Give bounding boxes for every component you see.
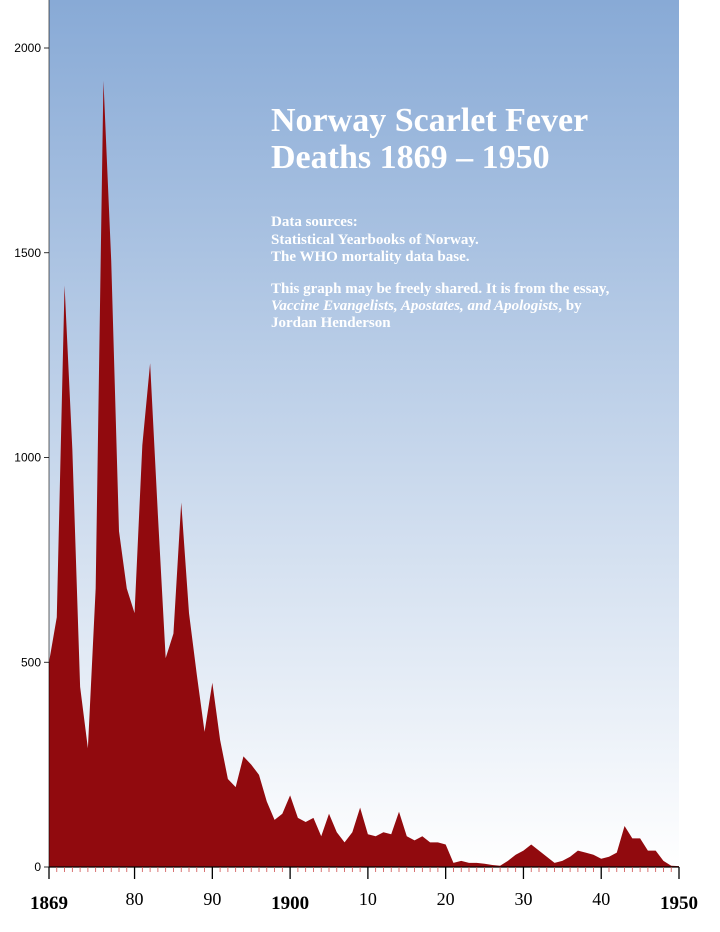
y-tick-label: 1500: [14, 246, 41, 260]
x-tick-label: 40: [592, 889, 610, 909]
y-tick-label: 2000: [14, 41, 41, 55]
x-tick-label: 1900: [271, 893, 309, 914]
x-tick-label: 80: [126, 889, 144, 909]
chart-title-line-2: Deaths 1869 – 1950: [271, 139, 550, 176]
share-line-2: Vaccine Evangelists, Apostates, and Apol…: [271, 298, 582, 314]
x-tick-label: 10: [359, 889, 377, 909]
y-tick-label: 500: [21, 655, 41, 669]
x-tick-label: 90: [203, 889, 221, 909]
chart-title-line-1: Norway Scarlet Fever: [271, 102, 588, 139]
share-line-3: Jordan Henderson: [271, 315, 391, 331]
share-line-2-rest: , by: [558, 298, 582, 314]
source-2: The WHO mortality data base.: [271, 249, 470, 265]
y-tick-label: 1000: [14, 451, 41, 465]
source-1: Statistical Yearbooks of Norway.: [271, 232, 479, 248]
x-tick-label: 1869: [30, 893, 68, 914]
source-notes: Data sources: Statistical Yearbooks of N…: [271, 214, 610, 331]
sources-heading: Data sources:: [271, 214, 358, 230]
x-tick-label: 1950: [660, 893, 698, 914]
x-tick-label: 30: [514, 889, 532, 909]
y-tick-label: 0: [34, 860, 41, 874]
share-line-1: This graph may be freely shared. It is f…: [271, 281, 610, 297]
chart-title: Norway Scarlet Fever Deaths 1869 – 1950: [271, 102, 588, 176]
essay-title: Vaccine Evangelists, Apostates, and Apol…: [271, 298, 558, 314]
area-series-0: [49, 80, 679, 867]
x-tick-label: 20: [437, 889, 455, 909]
